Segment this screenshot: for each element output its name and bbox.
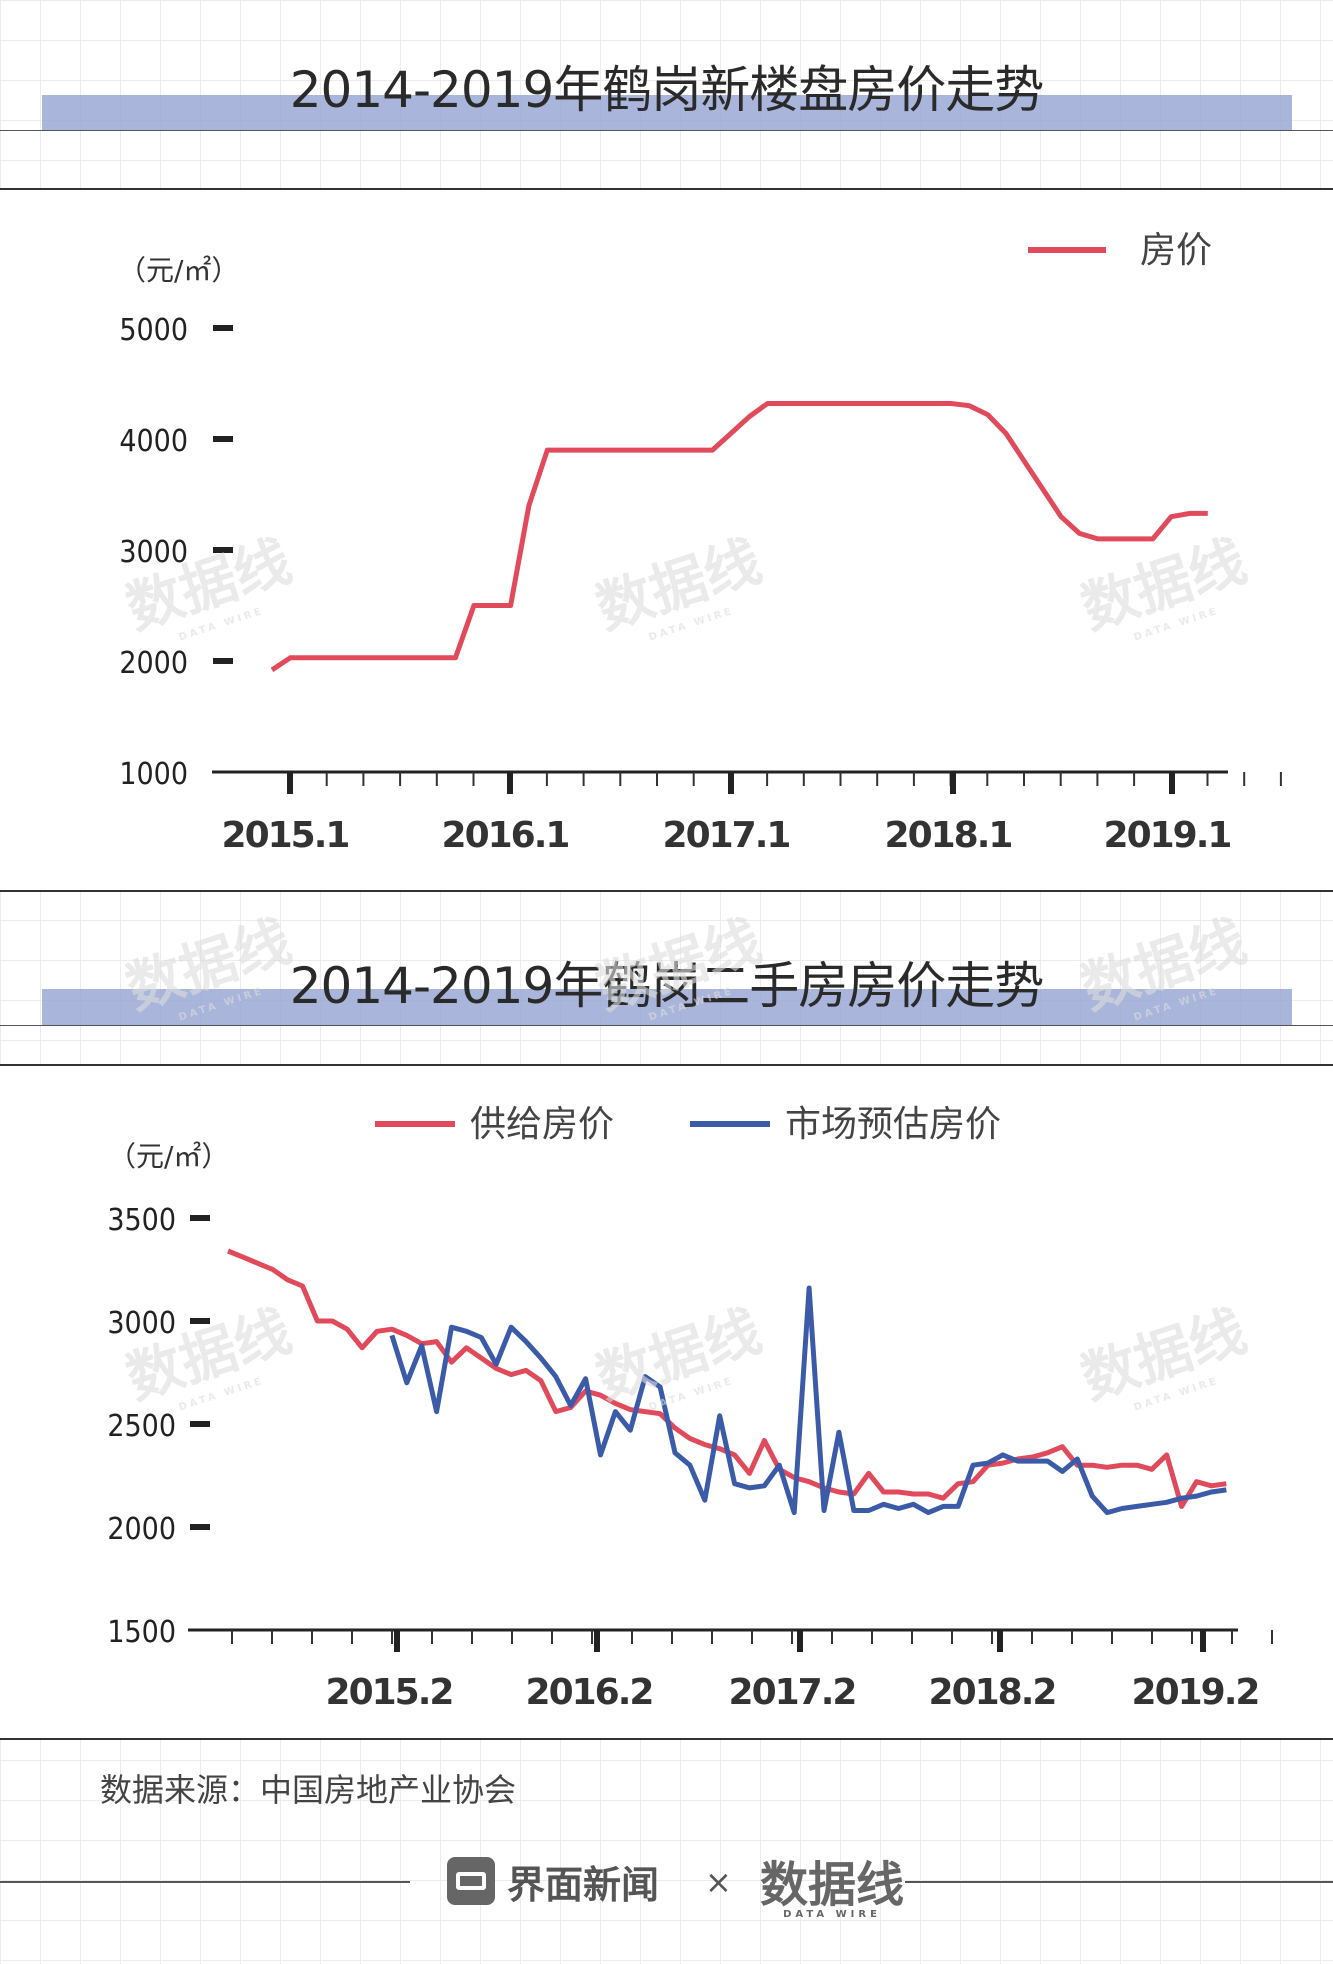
y-tick-mark [213, 547, 233, 553]
divider [0, 188, 1333, 190]
legend-label: 房价 [1140, 230, 1212, 271]
brand-icon [447, 1857, 495, 1905]
y-tick-label: 3500 [107, 1203, 176, 1238]
x-major-tick [997, 1630, 1003, 1652]
y-tick-mark [190, 1215, 210, 1221]
brand-logo: 界面新闻 [447, 1853, 659, 1909]
y-tick-label: 1500 [107, 1615, 176, 1650]
x-major-tick [950, 772, 956, 794]
chart1-svg: （元/㎡） 5000 4000 3000 2000 1000 2015.1 2016.1 201… [118, 230, 1282, 856]
footer-line [0, 1881, 410, 1883]
x-tick-label: 2015.2 [326, 1672, 453, 1713]
chart2-title-band [42, 989, 1292, 1025]
data-source: 数据来源：中国房地产业协会 [100, 1771, 517, 1809]
footer-line [905, 1881, 1333, 1883]
y-tick-label: 3000 [119, 535, 188, 570]
partner-logo: 数据线 DATA WIRE [760, 1845, 904, 1920]
x-major-tick [287, 772, 293, 794]
footer: 界面新闻 × 数据线 DATA WIRE [0, 1845, 1333, 1920]
x-major-tick [1169, 772, 1175, 794]
partner-name: 数据线 [760, 1857, 905, 1913]
chart1-title-band [42, 95, 1292, 131]
x-major-tick [728, 772, 734, 794]
y-tick-label: 3000 [107, 1306, 176, 1341]
y-tick-label: 1000 [119, 757, 188, 792]
x-tick-label: 2019.2 [1132, 1672, 1259, 1713]
y-tick-mark [190, 1421, 210, 1427]
x-major-tick [797, 1630, 803, 1652]
y-tick-mark [190, 1524, 210, 1530]
x-tick-label: 2017.2 [729, 1672, 856, 1713]
divider [0, 130, 1333, 131]
y-tick-label: 2500 [107, 1409, 176, 1444]
x-tick-label: 2015.1 [222, 815, 349, 856]
y-tick-mark [213, 325, 233, 331]
chart2-panel: （元/㎡） 3500 3000 2500 2000 1500 2015.2 2016.2 201… [0, 1066, 1333, 1738]
x-tick-label: 2017.1 [663, 815, 790, 856]
x-major-tick [1200, 1630, 1206, 1652]
chart1-header: 2014-2019年鹤岗新楼盘房价走势 [0, 0, 1333, 190]
legend-label: 供给房价 [470, 1104, 614, 1145]
divider [0, 1738, 1333, 1740]
x-major-tick [594, 1630, 600, 1652]
chart2-svg: （元/㎡） 3500 3000 2500 2000 1500 2015.2 2016.2 201… [107, 1104, 1273, 1713]
legend-label: 市场预估房价 [785, 1104, 1001, 1145]
chart1-title: 2014-2019年鹤岗新楼盘房价走势 [289, 61, 1045, 119]
series-line-房价 [270, 401, 1208, 672]
x-tick-label: 2016.2 [526, 1672, 653, 1713]
brand-name: 界面新闻 [507, 1862, 660, 1907]
y-axis-unit: （元/㎡） [118, 254, 239, 287]
x-major-tick [507, 772, 513, 794]
times-sign: × [705, 1863, 732, 1901]
y-tick-label: 2000 [107, 1512, 176, 1547]
y-axis-unit: （元/㎡） [108, 1140, 229, 1173]
y-tick-label: 4000 [119, 424, 188, 459]
x-major-tick [394, 1630, 400, 1652]
divider [0, 1025, 1333, 1026]
chart1-panel: （元/㎡） 5000 4000 3000 2000 1000 2015.1 2016.1 201… [0, 190, 1333, 890]
x-tick-label: 2016.1 [442, 815, 569, 856]
x-tick-label: 2019.1 [1104, 815, 1231, 856]
x-tick-label: 2018.2 [929, 1672, 1056, 1713]
y-tick-label: 2000 [119, 646, 188, 681]
partner-sub: DATA WIRE [783, 1909, 881, 1920]
y-tick-mark [190, 1318, 210, 1324]
chart2-title: 2014-2019年鹤岗二手房房价走势 [289, 957, 1045, 1015]
y-tick-mark [213, 658, 233, 664]
chart2-header: 2014-2019年鹤岗二手房房价走势 [0, 892, 1333, 1066]
y-tick-mark [213, 436, 233, 442]
series-line-市场预估房价 [389, 1285, 1227, 1516]
x-tick-label: 2018.1 [885, 815, 1012, 856]
divider [0, 1064, 1333, 1066]
divider [0, 890, 1333, 892]
y-tick-label: 5000 [119, 313, 188, 348]
